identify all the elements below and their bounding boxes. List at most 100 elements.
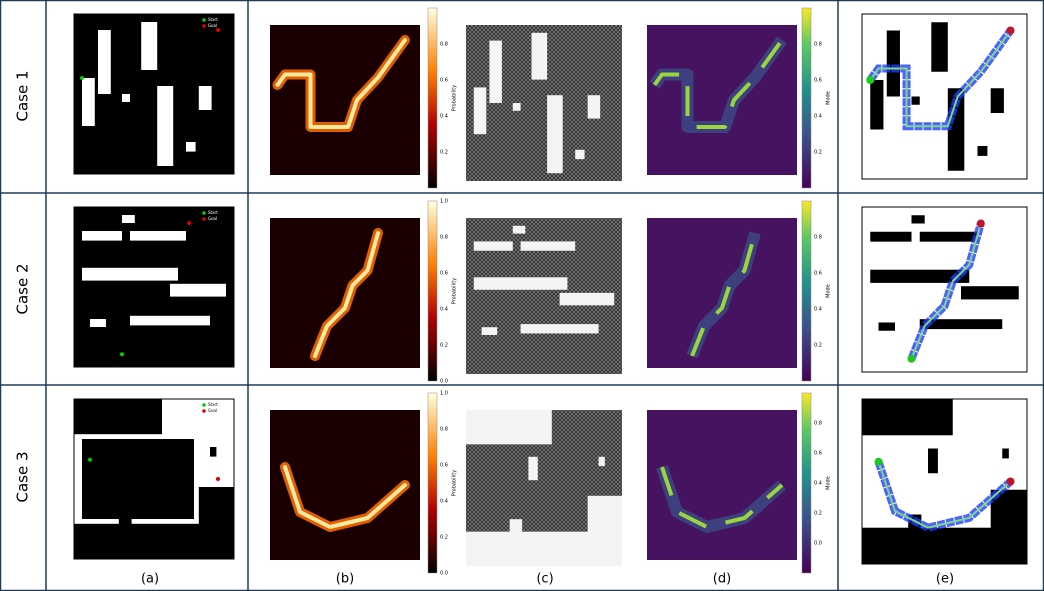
colorbar — [802, 201, 811, 381]
obstacle — [122, 94, 130, 102]
plan-obstacle — [931, 22, 948, 72]
plan-obstacle — [912, 215, 925, 223]
colorbar-tick: 0.6 — [814, 78, 822, 84]
colorbar-tick: 0.0 — [814, 541, 822, 547]
obstacle — [82, 78, 95, 126]
colorbar-tick: 0.8 — [814, 235, 822, 241]
column-label: (a) — [141, 572, 159, 587]
start — [908, 355, 916, 363]
column-label: (c) — [536, 572, 553, 587]
obstacle — [74, 524, 218, 559]
obstacle — [199, 86, 212, 110]
legend-dot — [202, 211, 206, 215]
colorbar-tick: 0.2 — [814, 343, 822, 349]
field-obstacle — [474, 277, 568, 289]
plan-obstacle — [870, 232, 911, 242]
obstacle — [122, 215, 135, 223]
plan-obstacle — [1002, 449, 1009, 459]
colorbar-tick: 0.4 — [814, 481, 822, 487]
field-obstacle — [588, 496, 622, 566]
start — [88, 458, 92, 462]
field-obstacle — [560, 293, 615, 305]
colorbar-label: Mode — [826, 284, 832, 298]
plan-obstacle — [879, 323, 896, 331]
free-region — [82, 439, 194, 519]
field-obstacle — [521, 241, 576, 250]
start — [120, 352, 124, 356]
colorbar-tick: 0.8 — [814, 42, 822, 48]
colorbar — [802, 393, 811, 573]
colorbar-tick: 0.4 — [814, 307, 822, 313]
field-obstacle — [482, 327, 498, 335]
colorbar-tick: 0.0 — [440, 571, 448, 577]
legend-dot — [202, 403, 206, 407]
obstacle — [90, 319, 106, 327]
obstacle — [170, 284, 226, 297]
column-label: (d) — [713, 572, 731, 587]
goal — [977, 220, 985, 228]
colorbar-tick: 0.8 — [440, 427, 448, 433]
field-obstacle — [513, 103, 521, 111]
goal — [1007, 27, 1015, 35]
colorbar-label: Probability — [452, 278, 458, 304]
obstacle — [210, 447, 216, 457]
colorbar-tick: 0.2 — [814, 511, 822, 517]
legend-label: Goal — [208, 23, 217, 28]
legend-dot — [202, 409, 206, 413]
field-obstacle — [599, 457, 605, 466]
legend-dot — [202, 18, 206, 22]
obstacle — [130, 231, 186, 241]
plan-obstacle — [991, 88, 1004, 113]
plan-obstacle — [887, 31, 900, 97]
field-obstacle — [466, 410, 552, 444]
field-obstacle — [547, 95, 563, 173]
obstacle — [141, 22, 157, 70]
row-label: Case 2 — [14, 263, 32, 314]
field-obstacle — [528, 457, 537, 480]
field-obstacle — [532, 33, 548, 80]
figure: Case 1StartGoal0.20.40.60.8Probability0.… — [0, 0, 1044, 591]
start — [80, 76, 84, 80]
goal — [216, 477, 220, 481]
field-obstacle — [474, 241, 513, 250]
colorbar-tick: 0.8 — [814, 421, 822, 427]
field-obstacle — [521, 324, 599, 333]
obstacle — [82, 268, 178, 281]
goal — [187, 221, 191, 225]
plan-obstacle — [920, 319, 1003, 329]
legend-label: Start — [208, 402, 218, 407]
plan-obstacle — [928, 449, 938, 474]
plan-obstacle — [862, 528, 1011, 564]
colorbar-tick: 0.6 — [814, 451, 822, 457]
colorbar — [428, 8, 437, 188]
legend-label: Start — [208, 210, 218, 215]
colorbar — [428, 393, 437, 573]
colorbar-tick: 0.6 — [440, 271, 448, 277]
colorbar-tick: 0.6 — [440, 78, 448, 84]
colorbar-tick: 0.6 — [814, 271, 822, 277]
colorbar-tick: 0.4 — [814, 114, 822, 120]
plan-obstacle — [912, 97, 920, 105]
colorbar-label: Mode — [826, 91, 832, 105]
field-obstacle — [466, 532, 606, 566]
row-label: Case 3 — [14, 451, 32, 502]
goal — [1007, 478, 1015, 486]
colorbar-label: Probability — [452, 470, 458, 496]
colorbar-tick: 0.2 — [440, 535, 448, 541]
obstacle — [74, 399, 162, 434]
column-label: (e) — [936, 572, 954, 587]
colorbar-label: Mode — [826, 476, 832, 490]
start — [875, 458, 883, 466]
legend-dot — [202, 24, 206, 28]
colorbar-tick: 0.2 — [440, 343, 448, 349]
colorbar — [428, 201, 437, 381]
legend-label: Goal — [208, 408, 217, 413]
plan-obstacle — [961, 286, 1019, 299]
obstacle — [186, 142, 196, 152]
colorbar-tick: 0.8 — [440, 235, 448, 241]
start — [866, 76, 874, 84]
field-obstacle — [510, 519, 522, 535]
plan-obstacle — [920, 232, 978, 242]
plan-obstacle — [978, 146, 988, 156]
field-obstacle — [588, 95, 600, 118]
